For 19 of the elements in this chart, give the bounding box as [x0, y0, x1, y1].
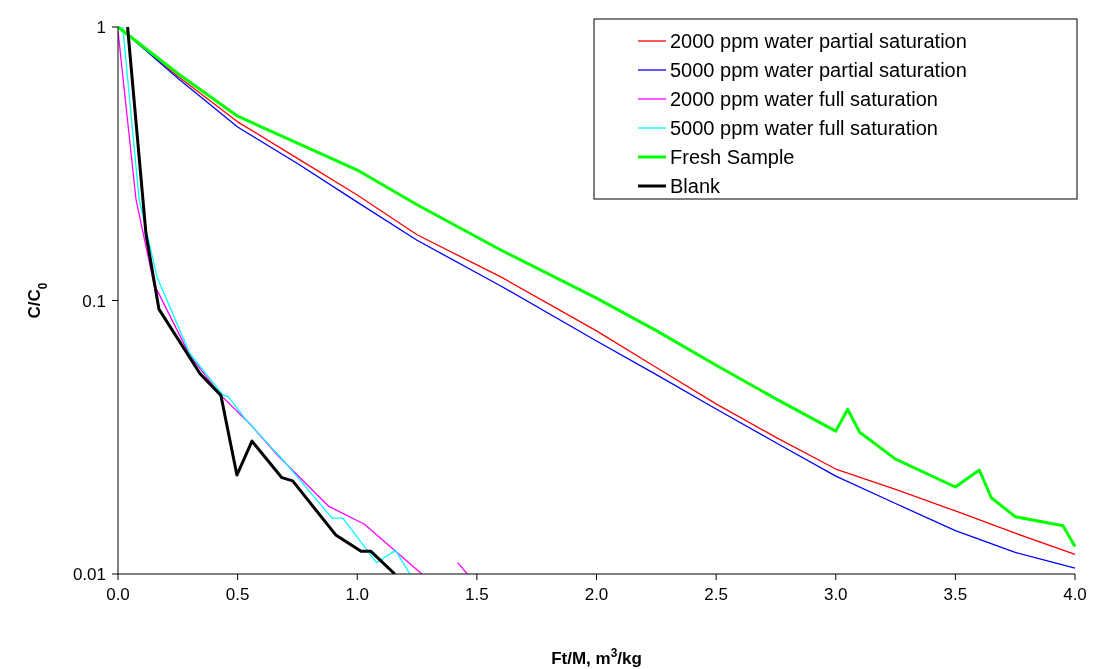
- y-tick-label: 0.1: [82, 291, 106, 311]
- x-tick-label: 4.0: [1063, 585, 1087, 604]
- legend-label: 5000 ppm water partial saturation: [670, 59, 967, 81]
- x-tick-label: 3.0: [823, 585, 848, 604]
- x-tick-label: 2.5: [704, 585, 728, 604]
- legend-label: 5000 ppm water full saturation: [670, 117, 938, 139]
- legend-label: 2000 ppm water partial saturation: [670, 30, 967, 52]
- x-tick-label: 2.0: [584, 585, 609, 604]
- x-tick-label: 1.0: [345, 585, 370, 604]
- y-tick-label: 1: [96, 18, 106, 37]
- y-tick-label: 0.01: [72, 565, 106, 584]
- legend-label: 2000 ppm water full saturation: [670, 88, 938, 110]
- x-tick-label: 0.0: [106, 585, 130, 604]
- x-axis-title: Ft/M, m$^{3}$/kg: [551, 646, 642, 668]
- x-tick-label: 1.5: [465, 585, 489, 604]
- x-tick-label: 3.5: [943, 585, 968, 604]
- x-tick-label: 0.5: [225, 585, 250, 604]
- legend-label: Blank: [670, 175, 722, 197]
- legend-label: Fresh Sample: [670, 146, 795, 168]
